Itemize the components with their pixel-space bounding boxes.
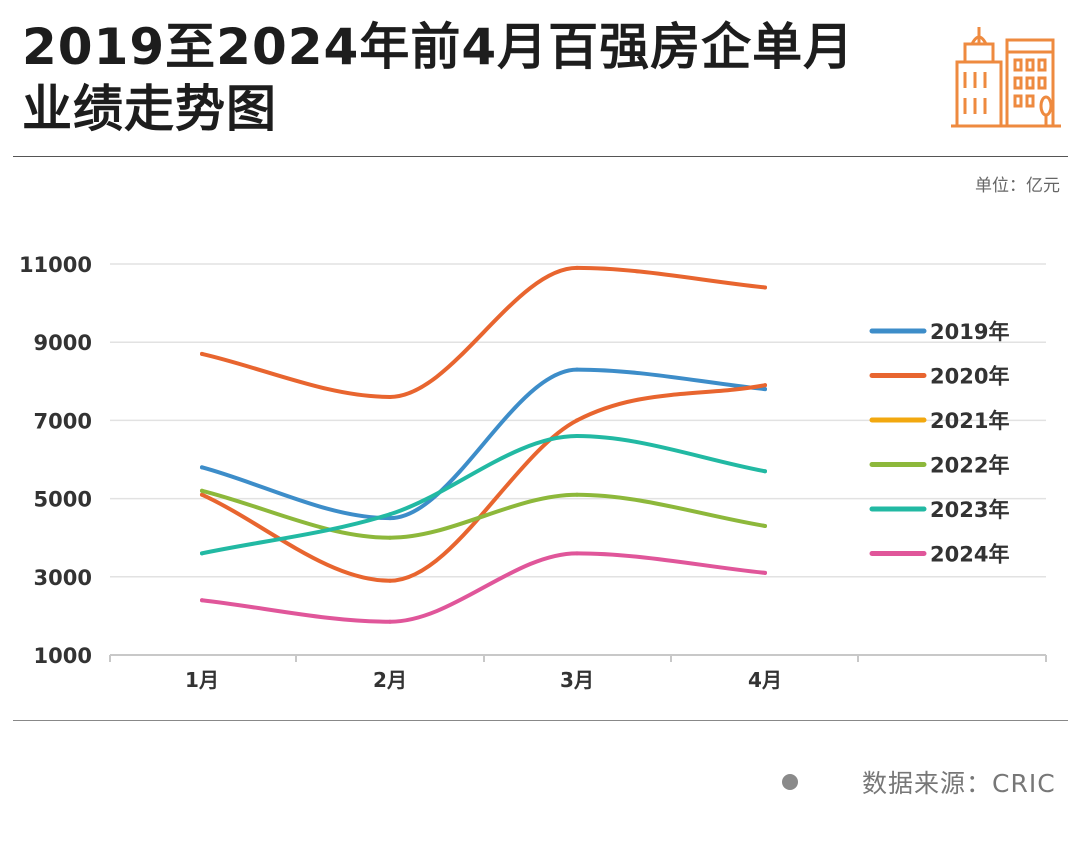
data-point xyxy=(388,516,392,521)
x-tick-label: 4月 xyxy=(748,668,782,692)
series-line xyxy=(200,265,767,399)
top-divider xyxy=(13,156,1068,157)
y-tick-label: 7000 xyxy=(34,409,92,433)
bottom-divider xyxy=(13,720,1068,721)
data-point xyxy=(388,535,392,540)
source-label: 数据来源：CRIC xyxy=(862,769,1056,798)
unit-label: 单位：亿元 xyxy=(975,176,1060,196)
y-tick-label: 1000 xyxy=(34,644,92,668)
x-tick-label: 1月 xyxy=(185,668,219,692)
data-point xyxy=(575,265,579,270)
data-point xyxy=(763,285,767,290)
data-point xyxy=(763,383,767,388)
series-line xyxy=(200,383,767,583)
data-point xyxy=(575,492,579,497)
data-point xyxy=(575,418,579,423)
data-point xyxy=(763,387,767,392)
legend-label: 2024年 xyxy=(930,543,1009,567)
chart-title: 2019至2024年前4月百强房企单月 业绩走势图 xyxy=(22,16,922,140)
bullet-icon xyxy=(782,774,798,790)
x-tick-label: 2月 xyxy=(373,668,407,692)
data-point xyxy=(388,512,392,517)
data-point xyxy=(200,351,204,356)
data-point xyxy=(575,551,579,556)
data-point xyxy=(200,465,204,470)
data-point xyxy=(575,367,579,372)
legend-label: 2021年 xyxy=(930,409,1009,433)
data-point xyxy=(388,619,392,624)
chart-title-line-2: 业绩走势图 xyxy=(22,80,277,138)
x-tick-label: 3月 xyxy=(560,668,594,692)
legend-label: 2020年 xyxy=(930,365,1009,389)
data-point xyxy=(763,570,767,575)
legend-label: 2022年 xyxy=(930,454,1009,478)
series-line xyxy=(200,551,767,624)
source-note: 数据来源：CRIC xyxy=(782,762,1056,802)
data-point xyxy=(388,394,392,399)
series-line xyxy=(200,367,767,521)
data-point xyxy=(200,492,204,497)
building-icon xyxy=(951,27,1061,128)
data-point xyxy=(575,434,579,439)
legend-label: 2023年 xyxy=(930,498,1009,522)
data-point xyxy=(763,469,767,474)
data-point xyxy=(200,551,204,556)
legend-label: 2019年 xyxy=(930,320,1009,344)
y-tick-label: 5000 xyxy=(34,488,92,512)
chart-title-line-1: 2019至2024年前4月百强房企单月 xyxy=(22,18,855,76)
y-tick-label: 3000 xyxy=(34,566,92,590)
series-line xyxy=(200,434,767,556)
data-point xyxy=(763,523,767,528)
data-point xyxy=(200,598,204,603)
y-tick-label: 11000 xyxy=(19,253,92,277)
y-tick-label: 9000 xyxy=(34,331,92,355)
data-point xyxy=(200,488,204,493)
data-point xyxy=(388,578,392,583)
series-line xyxy=(200,488,767,540)
